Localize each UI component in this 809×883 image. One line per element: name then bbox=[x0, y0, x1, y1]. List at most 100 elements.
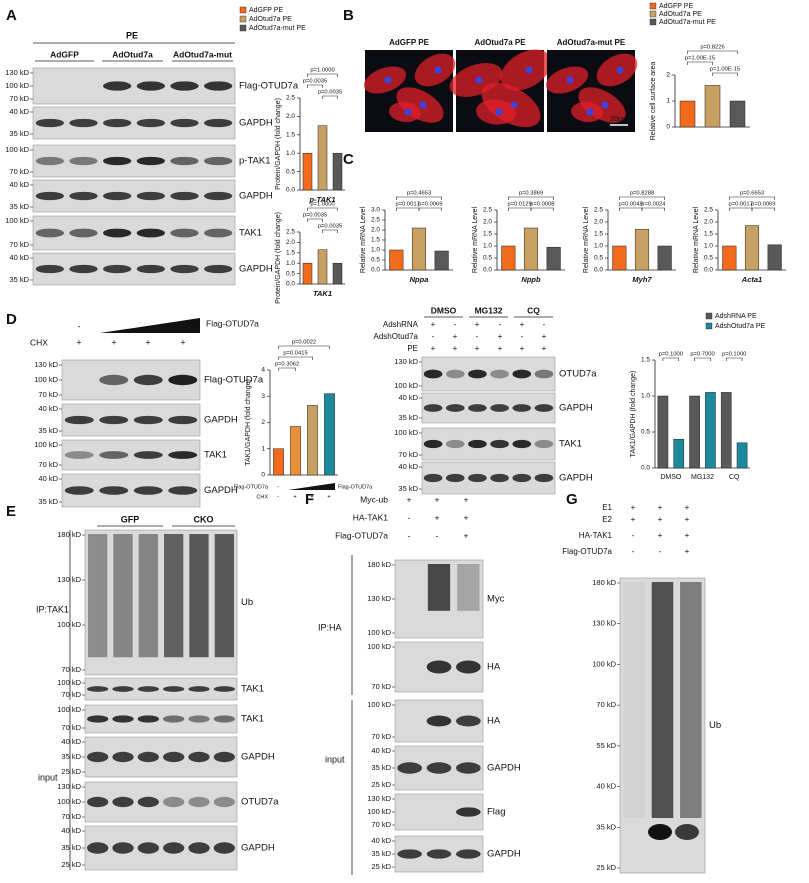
x-axis-label: p-TAK1 bbox=[308, 195, 335, 204]
p-value: p=0.3869 bbox=[519, 191, 543, 197]
bar bbox=[612, 245, 627, 271]
p-value: p=0.0069 bbox=[418, 202, 442, 208]
y-tick-label: 1.0 bbox=[641, 393, 650, 400]
size-marker: 40 kD bbox=[61, 826, 81, 835]
band bbox=[87, 842, 109, 854]
x-tick-label: CQ bbox=[729, 474, 740, 481]
sign: + bbox=[685, 531, 690, 540]
band bbox=[204, 81, 233, 91]
band bbox=[490, 473, 509, 483]
size-marker: 130 kD bbox=[592, 619, 616, 628]
bracket bbox=[694, 357, 711, 361]
band bbox=[136, 191, 165, 201]
band bbox=[456, 849, 481, 859]
size-marker: 70 kD bbox=[9, 240, 29, 249]
band bbox=[204, 118, 233, 128]
blot-label: GAPDH bbox=[241, 752, 275, 763]
size-marker: 40 kD bbox=[596, 782, 616, 791]
size-marker: 40 kD bbox=[61, 737, 81, 746]
band bbox=[103, 156, 132, 166]
band bbox=[397, 762, 422, 774]
y-tick-label: 1.0 bbox=[594, 243, 603, 250]
bar bbox=[673, 438, 685, 469]
y-tick-label: 0 bbox=[666, 124, 670, 131]
smear bbox=[214, 534, 234, 658]
band bbox=[512, 473, 532, 483]
band bbox=[445, 404, 465, 412]
sign: - bbox=[632, 547, 635, 556]
blot-label: TAK1 bbox=[204, 450, 227, 461]
bracket bbox=[751, 207, 775, 211]
blot bbox=[84, 736, 238, 778]
nucleus bbox=[566, 76, 574, 84]
y-tick-label: 0.5 bbox=[483, 255, 492, 262]
sign: + bbox=[453, 332, 458, 341]
blot-label: Ub bbox=[241, 597, 253, 608]
row-label: HA-TAK1 bbox=[579, 531, 613, 540]
band bbox=[170, 156, 199, 166]
band bbox=[136, 118, 165, 128]
bracket bbox=[307, 73, 338, 77]
blot bbox=[32, 67, 236, 105]
band bbox=[136, 228, 165, 238]
legend-swatch bbox=[705, 322, 713, 330]
bar bbox=[302, 152, 313, 191]
legend-swatch bbox=[239, 15, 247, 23]
legend-swatch bbox=[649, 18, 657, 26]
sign: + bbox=[658, 503, 663, 512]
band bbox=[213, 715, 235, 723]
band bbox=[170, 118, 199, 128]
blot-label: Flag-OTUD7a bbox=[239, 81, 299, 92]
p-value: p=0.7000 bbox=[690, 352, 714, 358]
y-axis-label: Relative mRNA Level bbox=[693, 206, 700, 273]
blot-label: HA bbox=[487, 716, 501, 727]
group-label: CKO bbox=[194, 514, 214, 524]
blot-label: GAPDH bbox=[239, 264, 273, 275]
size-marker: 100 kD bbox=[394, 428, 418, 437]
p-value: p=0.0017 bbox=[395, 202, 419, 208]
y-tick-label: 4 bbox=[261, 367, 265, 374]
band bbox=[490, 369, 509, 379]
band bbox=[512, 369, 532, 379]
size-marker: 35 kD bbox=[371, 849, 391, 858]
size-marker: 25 kD bbox=[61, 860, 81, 869]
band bbox=[512, 404, 532, 412]
bar bbox=[302, 262, 313, 285]
y-tick-label: 0.0 bbox=[594, 267, 603, 274]
legend-label: AdOtud7a-mut PE bbox=[659, 19, 716, 26]
band bbox=[490, 404, 509, 412]
band bbox=[170, 228, 199, 238]
y-tick-label: 3.0 bbox=[371, 207, 380, 214]
bracket bbox=[396, 207, 420, 211]
y-tick-label: 3 bbox=[261, 393, 265, 400]
size-marker: 130 kD bbox=[394, 357, 418, 366]
y-tick-label: 0.0 bbox=[371, 267, 380, 274]
size-marker: 40 kD bbox=[9, 107, 29, 116]
p-value: p=1.0000 bbox=[310, 202, 334, 208]
bracket bbox=[278, 367, 296, 371]
band bbox=[426, 849, 452, 859]
size-marker: 25 kD bbox=[371, 862, 391, 871]
size-marker: 55 kD bbox=[596, 741, 616, 750]
bar bbox=[307, 405, 318, 476]
band bbox=[69, 118, 98, 128]
size-marker: 40 kD bbox=[9, 253, 29, 262]
size-marker: 40 kD bbox=[371, 836, 391, 845]
row-label: Flag-OTUD7a bbox=[338, 484, 373, 490]
bar bbox=[704, 85, 721, 128]
size-marker: 180 kD bbox=[57, 530, 81, 539]
x-axis-label: Nppa bbox=[410, 275, 429, 284]
band bbox=[456, 807, 481, 817]
bar bbox=[736, 442, 748, 469]
blot bbox=[84, 704, 238, 734]
legend-label: AdshOtud7a PE bbox=[715, 323, 766, 330]
blot-label: HA bbox=[487, 662, 501, 673]
sign: + bbox=[475, 344, 480, 353]
band bbox=[468, 369, 487, 379]
y-tick-label: 2.5 bbox=[286, 229, 295, 236]
sign: + bbox=[542, 332, 547, 341]
size-marker: 40 kD bbox=[371, 746, 391, 755]
bar bbox=[501, 245, 516, 271]
p-value: p=0.8288 bbox=[630, 191, 654, 197]
band bbox=[133, 451, 163, 459]
